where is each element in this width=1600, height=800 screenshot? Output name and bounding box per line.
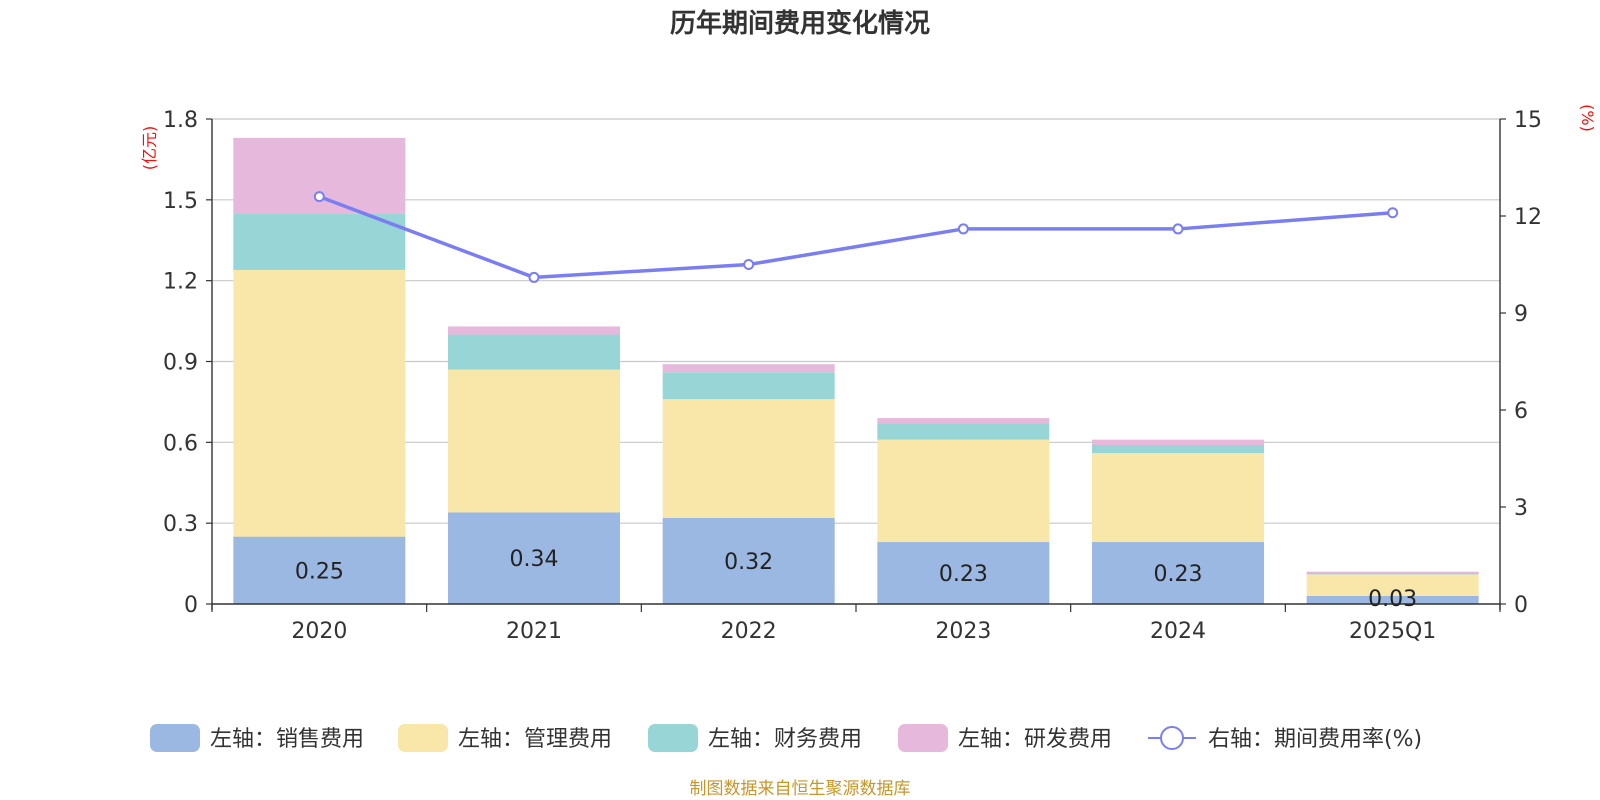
- data-label: 0.32: [724, 550, 773, 575]
- legend-swatch: [898, 724, 948, 752]
- bar-segment: [448, 326, 620, 335]
- legend-swatch: [150, 724, 200, 752]
- x-axis-tick-label: 2021: [506, 619, 562, 644]
- bar-segment: [877, 418, 1050, 424]
- left-axis-tick-label: 1.5: [163, 189, 198, 214]
- axes: 0 0.3 0.6 0.9 1.2 1.5 1.8 0 3 6 9 12 15 2020 2021 2022 2…: [163, 108, 1542, 644]
- bar-segment: [233, 213, 406, 270]
- bar-segment: [1306, 573, 1479, 575]
- bar-segment: [448, 334, 620, 370]
- data-label: 0.23: [1154, 562, 1203, 587]
- source-note: 制图数据来自恒生聚源数据库: [690, 779, 911, 799]
- bar-segment: [877, 542, 1050, 604]
- bar-segment: [662, 517, 835, 604]
- left-axis-unit: (亿元): [140, 126, 159, 171]
- rate-point: [1387, 207, 1399, 219]
- legend-swatch: [398, 724, 448, 752]
- bar-segment: [877, 439, 1050, 543]
- right-axis-tick-label: 0: [1514, 593, 1528, 618]
- bar-segment: [1092, 453, 1264, 543]
- bar-segment: [1306, 574, 1479, 596]
- x-axis-tick-label: 2025Q1: [1349, 619, 1436, 644]
- left-axis-tick-label: 0.3: [163, 512, 198, 537]
- bar-segment: [662, 364, 835, 373]
- left-axis-tick-label: 0.9: [163, 351, 198, 376]
- legend-label: 左轴：销售费用: [210, 727, 364, 752]
- x-axis-tick-label: 2022: [721, 619, 777, 644]
- rate-point: [313, 191, 325, 203]
- rate-point: [743, 259, 755, 270]
- x-axis-tick-label: 2024: [1150, 619, 1206, 644]
- legend-marker: [1160, 726, 1184, 750]
- legend-label: 右轴：期间费用率(%): [1208, 727, 1422, 752]
- data-label: 0.23: [939, 562, 988, 587]
- right-axis-tick-label: 3: [1514, 496, 1528, 521]
- data-label: 0.34: [510, 547, 559, 572]
- legend-label: 左轴：研发费用: [958, 727, 1112, 752]
- right-axis-tick-label: 9: [1514, 302, 1528, 327]
- right-axis-tick-label: 15: [1514, 108, 1542, 133]
- left-axis-tick-label: 1.2: [163, 270, 198, 295]
- right-axis-unit: (%): [1578, 104, 1597, 132]
- bar-segment: [233, 536, 406, 604]
- legend-swatch: [648, 724, 698, 752]
- bar-segment: [1092, 542, 1264, 604]
- bar-segment: [1306, 595, 1479, 604]
- legend: 左轴：销售费用 左轴：管理费用 左轴：财务费用 左轴：研发费用 右轴：期间费用率(%): [150, 724, 1422, 752]
- left-axis-tick-label: 1.8: [163, 108, 198, 133]
- rate-line-series: [313, 191, 1399, 283]
- right-axis-tick-label: 12: [1514, 205, 1542, 230]
- bar-segment: [662, 399, 835, 518]
- legend-label: 左轴：财务费用: [708, 727, 862, 752]
- rate-point: [528, 271, 540, 283]
- bar-series: [233, 137, 1479, 604]
- rate-line: [318, 194, 1393, 280]
- bar-segment: [662, 372, 835, 400]
- right-axis-tick-label: 6: [1514, 399, 1528, 424]
- rate-point: [1172, 223, 1184, 235]
- x-axis-tick-label: 2020: [291, 619, 347, 644]
- bar-segment: [1306, 571, 1479, 574]
- bar-segment: [877, 423, 1050, 440]
- legend-label: 左轴：管理费用: [458, 727, 612, 752]
- data-label: 0.25: [295, 559, 344, 584]
- chart-title: 历年期间费用变化情况: [670, 8, 930, 39]
- bar-segment: [448, 512, 620, 604]
- bar-segment: [448, 369, 620, 513]
- bar-segment: [233, 269, 406, 537]
- rate-point: [957, 223, 969, 235]
- data-labels: 0.25 0.34 0.32 0.23 0.23 0.03: [295, 547, 1417, 612]
- data-label: 0.03: [1368, 587, 1417, 612]
- left-axis-tick-label: 0.6: [163, 431, 198, 456]
- x-axis-tick-label: 2023: [935, 619, 991, 644]
- bar-segment: [1092, 445, 1264, 454]
- left-axis-tick-label: 0: [184, 593, 198, 618]
- grid-lines: [212, 118, 1500, 524]
- bar-segment: [1092, 439, 1264, 446]
